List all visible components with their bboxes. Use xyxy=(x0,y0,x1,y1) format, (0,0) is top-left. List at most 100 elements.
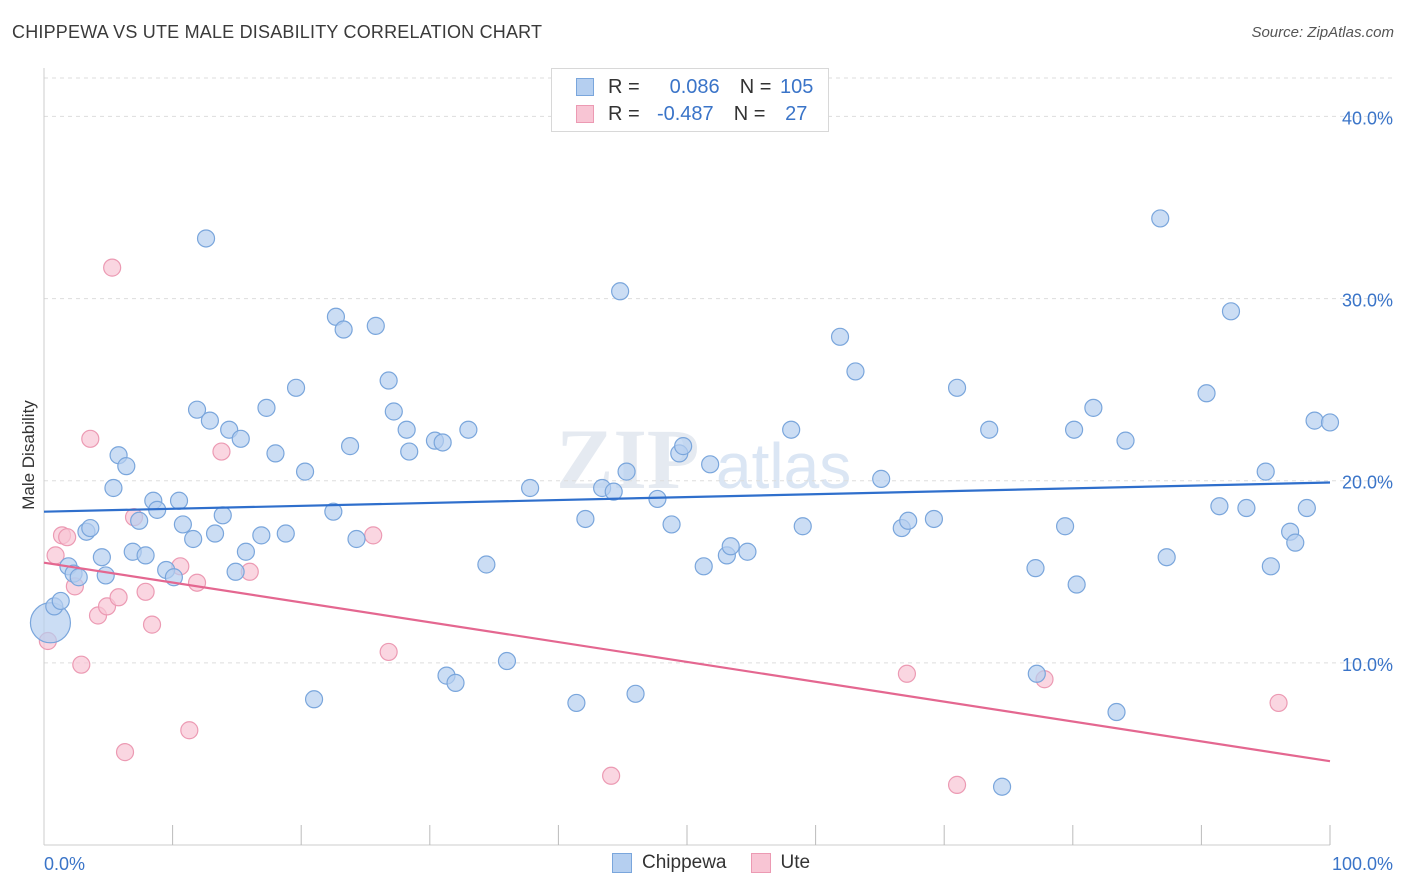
ute-point xyxy=(103,258,122,277)
chippewa-points xyxy=(29,209,1340,796)
chippewa-point xyxy=(130,511,149,530)
chippewa-point xyxy=(295,462,315,481)
chippewa-point xyxy=(576,509,595,529)
chippewa-point xyxy=(205,524,225,543)
chippewa-point xyxy=(187,400,207,419)
chippewa-point xyxy=(1116,431,1135,450)
chippewa-point xyxy=(200,411,219,430)
chippewa-trend-line xyxy=(43,481,1331,513)
y-tick-label: 20.0% xyxy=(1342,473,1393,493)
ute-swatch xyxy=(576,105,594,123)
chippewa-point xyxy=(674,437,693,456)
y-tick-label: 10.0% xyxy=(1342,655,1393,675)
chippewa-point xyxy=(276,524,295,543)
chippewa-point xyxy=(694,557,713,576)
chippewa-point xyxy=(169,491,189,510)
ute-n-value: 27 xyxy=(785,102,808,125)
ute-point xyxy=(142,615,162,634)
chippewa-point xyxy=(738,542,757,561)
x-tick-label-max: 100.0% xyxy=(1332,854,1393,874)
ute-point xyxy=(602,766,621,785)
chippewa-point xyxy=(477,555,496,574)
chippewa-point xyxy=(626,684,645,703)
ute-point xyxy=(58,528,77,547)
ute-legend-swatch xyxy=(750,853,771,873)
chippewa-point xyxy=(1107,702,1126,722)
chippewa-point xyxy=(497,651,517,671)
chippewa-r-value: 0.086 xyxy=(669,75,720,98)
chippewa-point xyxy=(226,562,245,581)
chippewa-point xyxy=(304,690,324,709)
chippewa-point xyxy=(992,777,1012,796)
chippewa-point xyxy=(257,398,276,417)
legend-item-chippewa: Chippewa xyxy=(612,852,727,874)
ute-point xyxy=(180,721,199,740)
chippewa-point xyxy=(617,462,636,481)
chippewa-point xyxy=(604,482,623,501)
ute-legend-label: Ute xyxy=(780,852,811,873)
chippewa-point xyxy=(980,420,999,439)
chippewa-point xyxy=(51,591,70,611)
chippewa-point xyxy=(347,529,366,549)
series-legend: Chippewa Ute xyxy=(612,852,834,874)
chippewa-point xyxy=(81,518,100,538)
chippewa-point xyxy=(1055,517,1075,536)
ute-point xyxy=(187,573,207,592)
chippewa-point xyxy=(69,568,88,587)
chart-title: CHIPPEWA VS UTE MALE DISABILITY CORRELAT… xyxy=(12,22,543,42)
chippewa-point xyxy=(830,327,850,346)
legend-row-ute: R = -0.487 N = 27 xyxy=(576,101,807,127)
ute-point xyxy=(212,442,231,461)
chippewa-point xyxy=(1210,497,1229,516)
chippewa-point xyxy=(1237,498,1256,518)
chippewa-point xyxy=(286,378,306,397)
chippewa-point xyxy=(567,693,586,713)
legend-item-ute: Ute xyxy=(750,852,811,874)
chippewa-r-label: R = xyxy=(608,75,640,98)
chippewa-point xyxy=(1256,462,1275,481)
chippewa-point xyxy=(1261,557,1280,576)
chippewa-point xyxy=(1221,302,1241,321)
chippewa-point xyxy=(324,502,343,521)
ute-point xyxy=(109,588,128,607)
chippewa-point xyxy=(92,548,111,567)
chippewa-swatch xyxy=(576,78,594,96)
ute-r-value: -0.487 xyxy=(656,102,714,125)
ute-n-label: N = xyxy=(733,102,766,125)
chippewa-point xyxy=(1286,533,1305,552)
chippewa-point xyxy=(117,457,136,476)
chippewa-point xyxy=(1067,575,1086,594)
chippewa-point xyxy=(899,511,918,530)
ute-point xyxy=(947,775,967,794)
chippewa-legend-swatch xyxy=(612,853,632,873)
chippewa-point xyxy=(872,469,891,488)
chippewa-point xyxy=(924,509,944,529)
chippewa-point xyxy=(334,320,353,339)
chippewa-point xyxy=(384,402,403,421)
chippewa-point xyxy=(266,444,285,463)
chippewa-point xyxy=(611,282,630,301)
ute-point xyxy=(1269,693,1288,713)
chippewa-point xyxy=(213,506,232,525)
chippewa-n-label: N = xyxy=(739,75,772,98)
axes xyxy=(43,68,1331,846)
chippewa-point xyxy=(400,442,419,461)
chippewa-point xyxy=(701,455,720,474)
chippewa-point xyxy=(662,515,681,534)
chippewa-n-value: 105 xyxy=(780,75,814,98)
chippewa-point xyxy=(1320,413,1340,432)
chippewa-point xyxy=(782,420,801,439)
chippewa-point xyxy=(136,546,155,565)
chippewa-point xyxy=(231,429,250,448)
chippewa-point xyxy=(1305,411,1324,430)
chippewa-point xyxy=(1297,498,1316,518)
chippewa-point xyxy=(433,433,452,452)
stats-legend: R = 0.086 N = 105 R = -0.487 N = 27 xyxy=(551,68,829,132)
chippewa-point xyxy=(252,526,271,545)
chippewa-point xyxy=(1064,420,1084,439)
chippewa-point xyxy=(366,316,385,335)
chippewa-point xyxy=(96,566,115,585)
axis-labels: 10.0% 20.0% 30.0% 40.0% 0.0% 100.0% Male Disab… xyxy=(19,108,1393,874)
chippewa-legend-label: Chippewa xyxy=(642,852,727,873)
